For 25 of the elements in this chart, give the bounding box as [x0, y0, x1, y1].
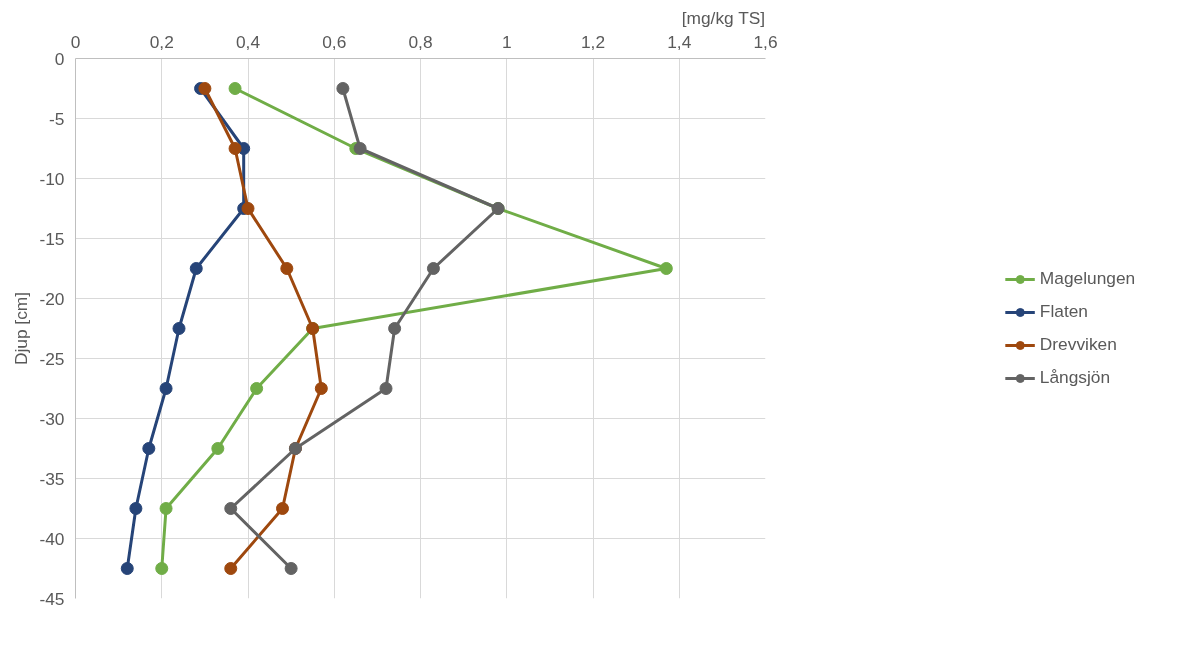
- x-axis-title: [mg/kg TS]: [681, 7, 766, 28]
- y-axis-title: Djup [cm]: [11, 291, 32, 366]
- legend-label: Magelungen: [1039, 268, 1136, 289]
- x-tick-label: 0: [70, 31, 81, 52]
- y-tick-label: -15: [39, 228, 65, 249]
- y-tick-label: -45: [39, 588, 65, 609]
- x-tick-label: 1,2: [580, 31, 606, 52]
- x-tick-label: 0,2: [149, 31, 174, 52]
- y-tick-label: -5: [49, 108, 65, 129]
- y-tick-label: -40: [39, 528, 65, 549]
- legend-label: Långsjön: [1039, 367, 1111, 388]
- x-tick-label: 1: [501, 31, 512, 52]
- y-tick-label: 0: [54, 48, 65, 69]
- x-tick-label: 0,8: [408, 31, 433, 52]
- y-tick-label: -35: [39, 468, 65, 489]
- x-tick-label: 0,6: [322, 31, 347, 52]
- y-tick-label: -25: [39, 348, 65, 369]
- legend-label: Flaten: [1039, 301, 1088, 322]
- y-tick-label: -20: [39, 288, 65, 309]
- x-tick-label: 1,6: [753, 31, 778, 52]
- x-tick-label: 0,4: [235, 31, 261, 52]
- legend-label: Drevviken: [1039, 334, 1117, 355]
- x-tick-label: 1,4: [667, 31, 692, 52]
- y-tick-label: -10: [39, 168, 65, 189]
- y-tick-label: -30: [39, 408, 65, 429]
